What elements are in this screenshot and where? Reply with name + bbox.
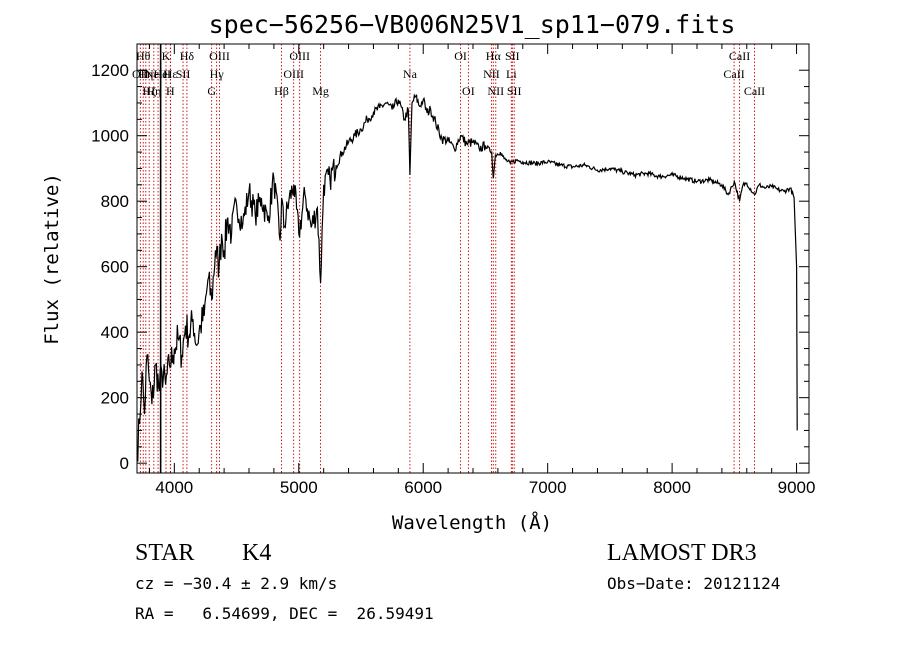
line-label: CaII [723,67,744,81]
line-label: OIII [283,67,304,81]
line-label: Hα [486,49,502,63]
x-tick-label: 5000 [280,478,318,497]
line-label: OIII [209,49,230,63]
line-label: SII [507,84,522,98]
y-tick-label: 200 [101,389,129,408]
line-label: K [162,49,171,63]
object-class: STAR [135,540,194,566]
line-label: NII [487,84,504,98]
line-label: H [166,84,175,98]
x-tick-label: 9000 [778,478,816,497]
line-label: Hε [164,67,178,81]
y-tick-label: 1200 [91,61,129,80]
line-label: Hη [146,84,161,98]
y-axis: 0 200 400 600 800 1000 1200 [91,61,809,473]
line-label: G [207,84,216,98]
x-axis: 4000 5000 6000 7000 8000 9000 [148,44,816,497]
spectral-line-labels: OIIHθHηHζHηNeIIIHeKHHεSIIHδGHγOIIIHβOIII… [132,49,765,98]
obs-date-text: Obs−Date: 20121124 [607,574,780,593]
line-label: Li [506,67,517,81]
x-axis-label: Wavelength (Å) [392,511,552,534]
line-label: NeIII [145,67,171,81]
y-tick-label: 1000 [91,127,129,146]
chart-title: spec−56256−VB006N25V1_sp11−079.fits [209,10,736,39]
plot-frame [136,43,810,474]
x-tick-label: 6000 [404,478,442,497]
line-label: Hθ [136,49,151,63]
line-label: NII [483,67,500,81]
spectral-subclass: K4 [242,540,271,566]
survey-name: LAMOST DR3 [607,540,757,566]
spectrum-series [136,93,798,462]
x-tick-label: 4000 [155,478,193,497]
x-tick-label: 7000 [529,478,567,497]
line-label: SII [176,67,191,81]
x-tick-label: 8000 [653,478,691,497]
line-label: Hζ [142,84,156,98]
coordinates-text: RA = 6.54699, DEC = 26.59491 [135,604,434,623]
line-label: OIII [289,49,310,63]
redshift-text: cz = −30.4 ± 2.9 km/s [135,574,337,593]
line-label: CaII [729,49,750,63]
line-label: Mg [312,84,329,98]
line-label: Na [403,67,418,81]
line-label: Hγ [210,67,225,81]
y-tick-label: 0 [120,454,129,473]
y-tick-label: 600 [101,258,129,277]
spectral-line-markers [139,44,755,473]
y-tick-label: 800 [101,192,129,211]
line-label: Hβ [274,84,289,98]
line-label: OI [454,49,467,63]
line-label: CaII [744,84,765,98]
line-label: SII [505,49,520,63]
y-axis-label: Flux (relative) [41,173,63,345]
y-tick-label: 400 [101,323,129,342]
line-label: OI [462,84,475,98]
line-label: Hδ [180,49,195,63]
